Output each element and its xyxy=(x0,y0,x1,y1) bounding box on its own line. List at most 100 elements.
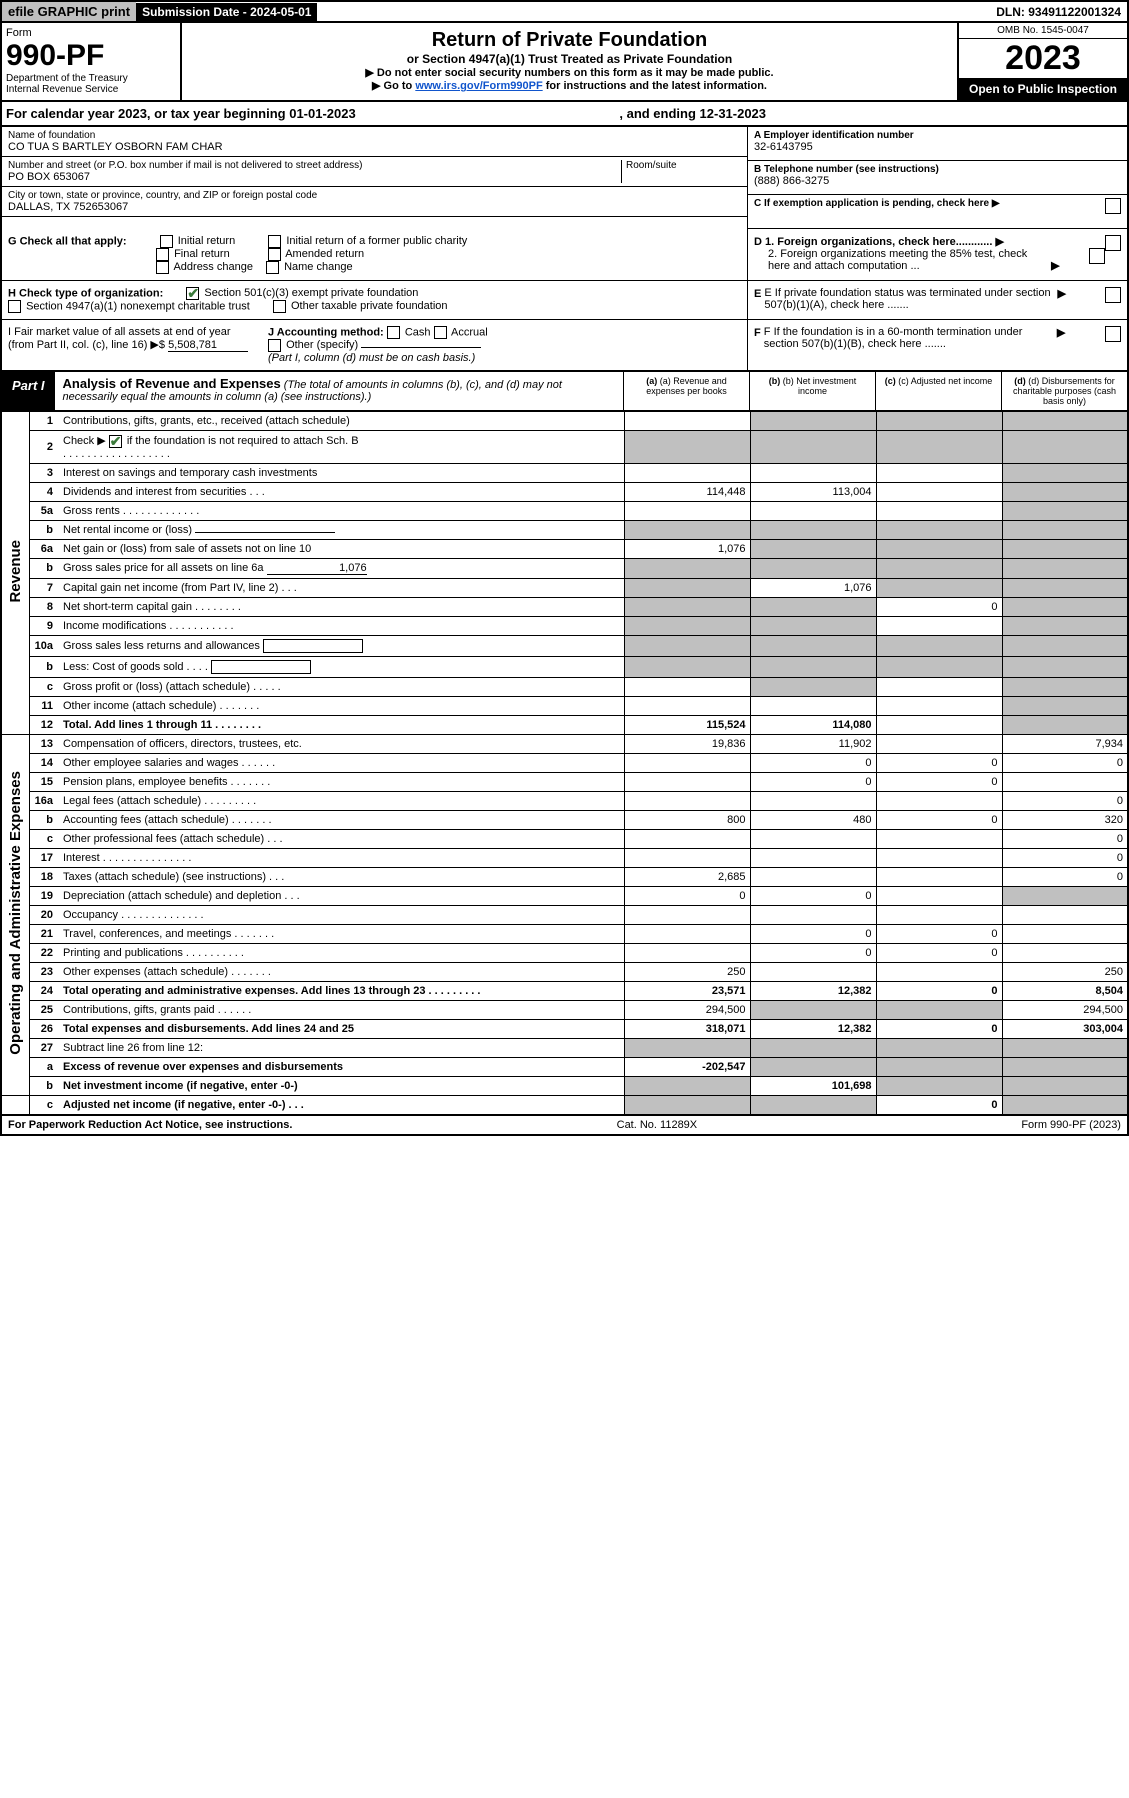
row-21: 21Travel, conferences, and meetings . . … xyxy=(1,924,1128,943)
e-cell: E E If private foundation status was ter… xyxy=(747,281,1127,319)
form-word: Form xyxy=(6,27,176,39)
cb-accrual[interactable] xyxy=(434,326,447,339)
part1-header: Part I Analysis of Revenue and Expenses … xyxy=(0,372,1129,412)
row-5b: bNet rental income or (loss) xyxy=(1,520,1128,539)
row-18: 18Taxes (attach schedule) (see instructi… xyxy=(1,867,1128,886)
top-bar: efile GRAPHIC print Submission Date - 20… xyxy=(0,0,1129,23)
row-4: 4Dividends and interest from securities … xyxy=(1,482,1128,501)
part1-label: Part I xyxy=(2,372,55,410)
address-cell: Number and street (or P.O. box number if… xyxy=(2,157,747,187)
cb-name[interactable] xyxy=(266,261,279,274)
row-27a: aExcess of revenue over expenses and dis… xyxy=(1,1057,1128,1076)
g-row: G Check all that apply: Initial return I… xyxy=(0,229,1129,281)
d-cell: D 1. Foreign organizations, check here..… xyxy=(747,229,1127,280)
form-number: 990-PF xyxy=(6,39,176,73)
header-mid: Return of Private Foundation or Section … xyxy=(182,23,957,100)
col-b-head: (b) (b) Net investment income xyxy=(749,372,875,410)
header-right: OMB No. 1545-0047 2023 Open to Public In… xyxy=(957,23,1127,100)
ij-row: I Fair market value of all assets at end… xyxy=(0,320,1129,372)
footer-right: Form 990-PF (2023) xyxy=(1021,1119,1121,1131)
cb-501c3[interactable] xyxy=(186,287,199,300)
cb-schb[interactable] xyxy=(109,435,122,448)
city: DALLAS, TX 752653067 xyxy=(8,201,741,213)
row-10b: bLess: Cost of goods sold . . . . xyxy=(1,656,1128,677)
row-27b: bNet investment income (if negative, ent… xyxy=(1,1076,1128,1095)
cb-final[interactable] xyxy=(156,248,169,261)
row-13: Operating and Administrative Expenses 13… xyxy=(1,734,1128,753)
form-subtitle: or Section 4947(a)(1) Trust Treated as P… xyxy=(188,52,951,66)
row-9: 9Income modifications . . . . . . . . . … xyxy=(1,616,1128,635)
instr-2: ▶ Go to www.irs.gov/Form990PF for instru… xyxy=(188,79,951,92)
open-to-public: Open to Public Inspection xyxy=(959,78,1127,100)
efile-label: efile GRAPHIC print xyxy=(2,2,136,21)
row-8: 8Net short-term capital gain . . . . . .… xyxy=(1,597,1128,616)
form-title: Return of Private Foundation xyxy=(188,29,951,52)
footer: For Paperwork Reduction Act Notice, see … xyxy=(0,1116,1129,1136)
row-25: 25Contributions, gifts, grants paid . . … xyxy=(1,1000,1128,1019)
row-17: 17Interest . . . . . . . . . . . . . . .… xyxy=(1,848,1128,867)
row-20: 20Occupancy . . . . . . . . . . . . . . xyxy=(1,905,1128,924)
cb-other-method[interactable] xyxy=(268,339,281,352)
address: PO BOX 653067 xyxy=(8,171,621,183)
h-row: H Check type of organization: Section 50… xyxy=(0,281,1129,320)
part1-desc: Analysis of Revenue and Expenses (The to… xyxy=(55,372,623,410)
part1-table: Revenue 1Contributions, gifts, grants, e… xyxy=(0,412,1129,1116)
calendar-year-row: For calendar year 2023, or tax year begi… xyxy=(0,102,1129,127)
row-22: 22Printing and publications . . . . . . … xyxy=(1,943,1128,962)
revenue-side: Revenue xyxy=(7,540,24,603)
cb-initial[interactable] xyxy=(160,235,173,248)
form-link[interactable]: www.irs.gov/Form990PF xyxy=(415,80,542,92)
cb-4947[interactable] xyxy=(8,300,21,313)
row-19: 19Depreciation (attach schedule) and dep… xyxy=(1,886,1128,905)
row-3: 3Interest on savings and temporary cash … xyxy=(1,463,1128,482)
footer-mid: Cat. No. 11289X xyxy=(617,1119,698,1131)
col-a-head: (a) (a) Revenue and expenses per books xyxy=(623,372,749,410)
e-checkbox[interactable] xyxy=(1105,287,1121,303)
tel-cell: B Telephone number (see instructions) (8… xyxy=(748,161,1127,195)
row-12: 12Total. Add lines 1 through 11 . . . . … xyxy=(1,715,1128,734)
row-14: 14Other employee salaries and wages . . … xyxy=(1,753,1128,772)
row-16b: bAccounting fees (attach schedule) . . .… xyxy=(1,810,1128,829)
c-checkbox[interactable] xyxy=(1105,198,1121,214)
row-27c: cAdjusted net income (if negative, enter… xyxy=(1,1095,1128,1115)
submission-date: Submission Date - 2024-05-01 xyxy=(136,3,317,21)
row-5a: 5aGross rents . . . . . . . . . . . . . xyxy=(1,501,1128,520)
fmv-value: 5,508,781 xyxy=(168,339,248,352)
tax-year: 2023 xyxy=(959,39,1127,78)
header-left: Form 990-PF Department of the Treasury I… xyxy=(2,23,182,100)
cb-cash[interactable] xyxy=(387,326,400,339)
d2-checkbox[interactable] xyxy=(1089,248,1105,264)
foundation-name: CO TUA S BARTLEY OSBORN FAM CHAR xyxy=(8,141,741,153)
row-23: 23Other expenses (attach schedule) . . .… xyxy=(1,962,1128,981)
col-c-head: (c) (c) Adjusted net income xyxy=(875,372,1001,410)
d1-checkbox[interactable] xyxy=(1105,235,1121,251)
omb-no: OMB No. 1545-0047 xyxy=(959,23,1127,39)
footer-left: For Paperwork Reduction Act Notice, see … xyxy=(8,1119,292,1131)
row-16a: 16aLegal fees (attach schedule) . . . . … xyxy=(1,791,1128,810)
dept: Department of the Treasury xyxy=(6,73,176,84)
cb-amended[interactable] xyxy=(268,248,281,261)
row-1: Revenue 1Contributions, gifts, grants, e… xyxy=(1,412,1128,431)
irs: Internal Revenue Service xyxy=(6,84,176,95)
instr-1: ▶ Do not enter social security numbers o… xyxy=(188,66,951,79)
row-6b: bGross sales price for all assets on lin… xyxy=(1,558,1128,578)
ein: 32-6143795 xyxy=(754,141,1121,153)
row-6a: 6aNet gain or (loss) from sale of assets… xyxy=(1,539,1128,558)
row-15: 15Pension plans, employee benefits . . .… xyxy=(1,772,1128,791)
c-pending-cell: C If exemption application is pending, c… xyxy=(748,195,1127,229)
f-checkbox[interactable] xyxy=(1105,326,1121,342)
row-11: 11Other income (attach schedule) . . . .… xyxy=(1,696,1128,715)
row-2: 2 Check ▶ if the foundation is not requi… xyxy=(1,431,1128,464)
row-10a: 10aGross sales less returns and allowanc… xyxy=(1,635,1128,656)
cb-other-tax[interactable] xyxy=(273,300,286,313)
row-24: 24Total operating and administrative exp… xyxy=(1,981,1128,1000)
foundation-name-cell: Name of foundation CO TUA S BARTLEY OSBO… xyxy=(2,127,747,157)
telephone: (888) 866-3275 xyxy=(754,175,1121,187)
row-27: 27Subtract line 26 from line 12: xyxy=(1,1038,1128,1057)
row-26: 26Total expenses and disbursements. Add … xyxy=(1,1019,1128,1038)
cb-initial-former[interactable] xyxy=(268,235,281,248)
col-d-head: (d) (d) Disbursements for charitable pur… xyxy=(1001,372,1127,410)
row-10c: cGross profit or (loss) (attach schedule… xyxy=(1,677,1128,696)
cb-address[interactable] xyxy=(156,261,169,274)
row-16c: cOther professional fees (attach schedul… xyxy=(1,829,1128,848)
